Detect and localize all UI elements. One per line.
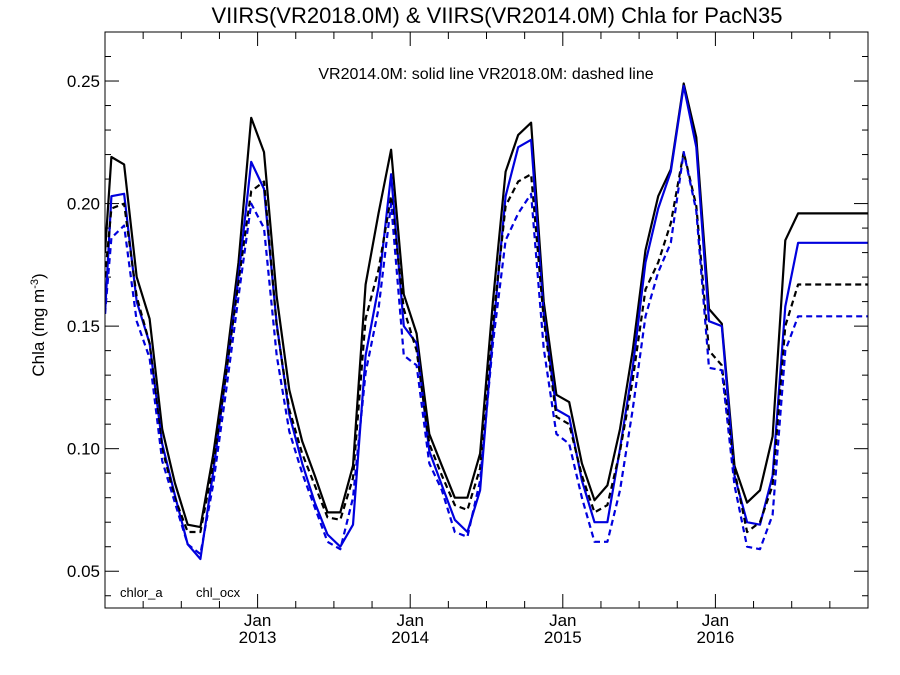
y-tick-label: 0.25 [67, 72, 100, 91]
y-axis-label-close: ) [29, 273, 48, 279]
y-axis-label: Chla (mg m-3) [29, 273, 48, 376]
x-tick-month-label: Jan [396, 611, 423, 630]
x-tick-year-label: 2016 [696, 628, 734, 647]
y-axis-label-main: Chla (mg m [29, 289, 48, 377]
x-tick-year-label: 2013 [239, 628, 277, 647]
legend-chl-ocx: chl_ocx [196, 585, 241, 600]
x-tick-month-label: Jan [244, 611, 271, 630]
series-line-chlor-a-dashed [105, 151, 868, 534]
y-tick-label: 0.05 [67, 562, 100, 581]
y-axis-label-superscript: -3 [29, 279, 41, 289]
y-tick-label: 0.20 [67, 195, 100, 214]
chart-title: VIIRS(VR2018.0M) & VIIRS(VR2014.0M) Chla… [211, 3, 782, 28]
x-tick-month-label: Jan [702, 611, 729, 630]
series-line-chl-ocx-dashed [105, 151, 868, 556]
y-tick-label: 0.15 [67, 317, 100, 336]
y-tick-label: 0.10 [67, 440, 100, 459]
plot-frame [104, 31, 869, 609]
x-tick-year-label: 2015 [544, 628, 582, 647]
plot-area: 0.050.100.150.200.25Jan2013Jan2014Jan201… [67, 32, 868, 647]
line-style-annotation: VR2014.0M: solid line VR2018.0M: dashed … [318, 66, 653, 83]
legend-chlor-a: chlor_a [120, 585, 163, 600]
series-line-chlor-a-solid [105, 82, 868, 529]
x-tick-year-label: 2014 [391, 628, 429, 647]
x-tick-month-label: Jan [549, 611, 576, 630]
